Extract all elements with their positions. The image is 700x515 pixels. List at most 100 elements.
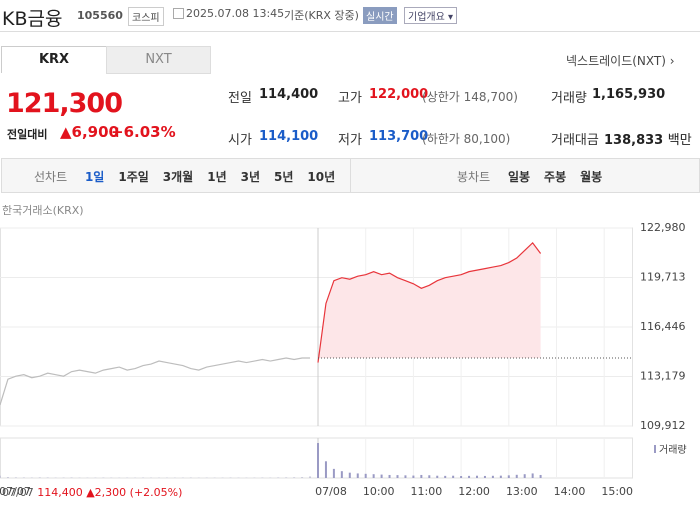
period-button[interactable]: 일봉 bbox=[507, 170, 531, 184]
volume-bar bbox=[189, 477, 192, 478]
volume-bar bbox=[436, 475, 439, 478]
volume-bar bbox=[6, 477, 9, 478]
volume-bar bbox=[14, 477, 17, 478]
stat-value: 113,700 bbox=[369, 129, 429, 144]
period-group-label: 봉차트 bbox=[457, 170, 491, 184]
volume-bar bbox=[324, 461, 327, 478]
volume-legend: 거래량 bbox=[659, 444, 687, 456]
line bbox=[317, 241, 542, 363]
line bbox=[0, 357, 311, 406]
volume-bar bbox=[491, 475, 494, 478]
volume-bar bbox=[452, 475, 455, 478]
stat-label: 거래대금 bbox=[551, 133, 599, 148]
volume-bar bbox=[301, 477, 304, 478]
footer-close: 114,400 bbox=[37, 486, 83, 499]
period-button[interactable]: 10년 bbox=[307, 170, 336, 184]
period-button[interactable]: 3년 bbox=[240, 170, 260, 184]
datetime: 2025.07.08 13:45 bbox=[186, 7, 285, 20]
sub-value: 80,100 bbox=[463, 132, 506, 146]
x-tick-label: 07/08 bbox=[315, 485, 347, 498]
y-tick-label: 116,446 bbox=[640, 320, 686, 333]
company-label: 기업개요 bbox=[408, 12, 445, 23]
stat-label: 전일 bbox=[228, 91, 252, 106]
sub-label: 상한가 bbox=[426, 90, 460, 104]
period-button[interactable]: 1주일 bbox=[118, 170, 149, 184]
stat-number: 138,833 bbox=[604, 133, 664, 148]
volume-bar bbox=[507, 475, 510, 478]
line-periods: 선차트 1일 1주일 3개월 1년 3년 5년 10년 bbox=[34, 168, 335, 185]
stat-sub: (상한가 148,700) bbox=[422, 90, 518, 104]
volume-bar bbox=[539, 474, 542, 478]
volume-bar bbox=[62, 477, 65, 478]
area bbox=[318, 242, 541, 363]
volume-bar bbox=[261, 477, 264, 478]
realtime-button[interactable]: 실시간 bbox=[363, 7, 397, 24]
stat-value: 138,833 백만 bbox=[604, 129, 692, 148]
period-button[interactable]: 1년 bbox=[207, 170, 227, 184]
company-button[interactable]: 기업개요 ▾ bbox=[404, 7, 458, 24]
stat-label: 저가 bbox=[338, 133, 362, 148]
footer: 07/07 114,400 ▲2,300 (+2.05%) bbox=[2, 486, 182, 499]
sub-label: 하한가 bbox=[426, 132, 460, 146]
volume-bar bbox=[515, 474, 518, 478]
y-tick-label: 122,980 bbox=[640, 221, 686, 234]
sub-value: 148,700 bbox=[463, 90, 514, 104]
x-tick-label: 07/07 bbox=[0, 485, 31, 498]
footer-change-value: 2,300 bbox=[94, 486, 127, 499]
volume-bar bbox=[102, 477, 105, 478]
volume-bar bbox=[380, 474, 383, 478]
volume-frame bbox=[0, 437, 633, 479]
volume-bar bbox=[396, 475, 399, 478]
nxt-tab[interactable]: NXT bbox=[106, 46, 211, 74]
volume-bar bbox=[22, 477, 25, 478]
market-badge: 코스피 bbox=[128, 7, 164, 26]
change-value: 6,900 bbox=[71, 123, 119, 141]
volume-bar bbox=[483, 475, 486, 478]
x-tick-label: 11:00 bbox=[411, 485, 443, 498]
x-tick-label: 14:00 bbox=[554, 485, 586, 498]
period-button[interactable]: 1일 bbox=[84, 170, 105, 184]
volume-bar bbox=[70, 477, 73, 478]
volume-bar bbox=[293, 477, 296, 478]
period-button[interactable]: 주봉 bbox=[544, 170, 567, 184]
volume-bar bbox=[444, 475, 447, 478]
stat-label: 거래량 bbox=[551, 91, 587, 106]
nxt-link[interactable]: 넥스트레이드(NXT) › bbox=[566, 54, 675, 68]
period-button[interactable]: 월봉 bbox=[580, 170, 603, 184]
volume-bar bbox=[277, 477, 280, 478]
period-divider bbox=[350, 159, 351, 192]
volume-bar bbox=[372, 474, 375, 478]
volume-bar bbox=[412, 475, 415, 478]
nxt-link-label: 넥스트레이드(NXT) bbox=[566, 54, 666, 68]
x-tick-label: 12:00 bbox=[458, 485, 490, 498]
volume-bar bbox=[468, 475, 471, 478]
change-label: 전일대비 bbox=[7, 128, 48, 141]
x-tick-label: 10:00 bbox=[363, 485, 395, 498]
period-button[interactable]: 3개월 bbox=[162, 170, 194, 184]
stat-value: 122,000 bbox=[369, 87, 429, 102]
period-button[interactable]: 5년 bbox=[274, 170, 294, 184]
stat-sub: (하한가 80,100) bbox=[422, 132, 511, 146]
change-rate: +6.03% bbox=[111, 123, 176, 141]
volume-bar bbox=[388, 474, 391, 478]
y-tick-label: 109,912 bbox=[640, 419, 686, 432]
candle-periods: 봉차트 일봉 주봉 월봉 bbox=[457, 168, 602, 185]
stat-label: 고가 bbox=[338, 91, 362, 106]
volume-bar bbox=[531, 473, 534, 478]
volume-bar bbox=[420, 474, 423, 478]
stat-value: 114,400 bbox=[259, 87, 319, 102]
volume-bar bbox=[309, 476, 312, 478]
volume-bar bbox=[428, 475, 431, 478]
stat-unit: 백만 bbox=[667, 133, 692, 148]
y-tick-label: 119,713 bbox=[640, 271, 686, 284]
footer-date: 07/07 bbox=[2, 486, 34, 499]
volume-bar bbox=[38, 477, 41, 478]
change: ▲6,900 bbox=[60, 123, 119, 141]
y-tick-label: 113,179 bbox=[640, 370, 686, 383]
volume-bar bbox=[523, 474, 526, 478]
volume-bar bbox=[460, 476, 463, 478]
krx-tab[interactable]: KRX bbox=[1, 46, 107, 73]
stock-name: KB금융 bbox=[2, 8, 63, 30]
volume-bar bbox=[332, 468, 335, 478]
